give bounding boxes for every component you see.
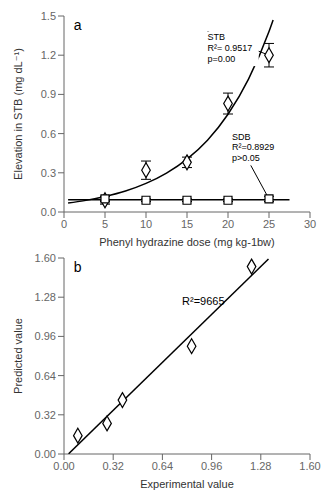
svg-text:0.64: 0.64 — [35, 370, 56, 382]
svg-text:Experimental value: Experimental value — [140, 478, 234, 490]
html-text:R²=9665: R²=9665 — [182, 294, 225, 307]
svg-text:Predicted value: Predicted value — [12, 318, 24, 394]
svg-text:0.00: 0.00 — [53, 460, 74, 472]
svg-text:0.96: 0.96 — [201, 460, 222, 472]
svg-text:25: 25 — [263, 218, 275, 230]
html-text:a: a — [73, 17, 82, 33]
svg-text:Phenyl hydrazine dose (mg kg-1: Phenyl hydrazine dose (mg kg-1bw) — [99, 236, 274, 248]
svg-text:0.6: 0.6 — [41, 128, 56, 140]
svg-text:1.5: 1.5 — [41, 10, 56, 22]
svg-text:1.28: 1.28 — [250, 460, 271, 472]
svg-text:1.60: 1.60 — [35, 252, 56, 264]
svg-text:30: 30 — [304, 218, 316, 230]
svg-text:0: 0 — [61, 218, 67, 230]
svg-text:SDBR²=0.8929p>0.05: SDBR²=0.8929p>0.05 — [232, 132, 274, 164]
svg-text:0.0: 0.0 — [41, 206, 56, 218]
svg-text:Elevation in STB (mg dL⁻¹): Elevation in STB (mg dL⁻¹) — [12, 48, 24, 180]
html-text:b: b — [73, 259, 82, 275]
svg-text:15: 15 — [181, 218, 193, 230]
svg-text:1.28: 1.28 — [35, 291, 56, 303]
svg-text:STBR²= 0.9517p=0.00: STBR²= 0.9517p=0.00 — [208, 32, 253, 64]
svg-text:1.60: 1.60 — [299, 460, 320, 472]
svg-text:0.32: 0.32 — [35, 409, 56, 421]
svg-text:5: 5 — [102, 218, 108, 230]
svg-text:0.64: 0.64 — [152, 460, 173, 472]
svg-text:0.9: 0.9 — [41, 88, 56, 100]
svg-text:0.3: 0.3 — [41, 167, 56, 179]
svg-text:20: 20 — [222, 218, 234, 230]
svg-text:10: 10 — [140, 218, 152, 230]
svg-text:0.96: 0.96 — [35, 330, 56, 342]
svg-text:0.00: 0.00 — [35, 448, 56, 460]
svg-text:1.2: 1.2 — [41, 49, 56, 61]
svg-text:0.32: 0.32 — [102, 460, 123, 472]
